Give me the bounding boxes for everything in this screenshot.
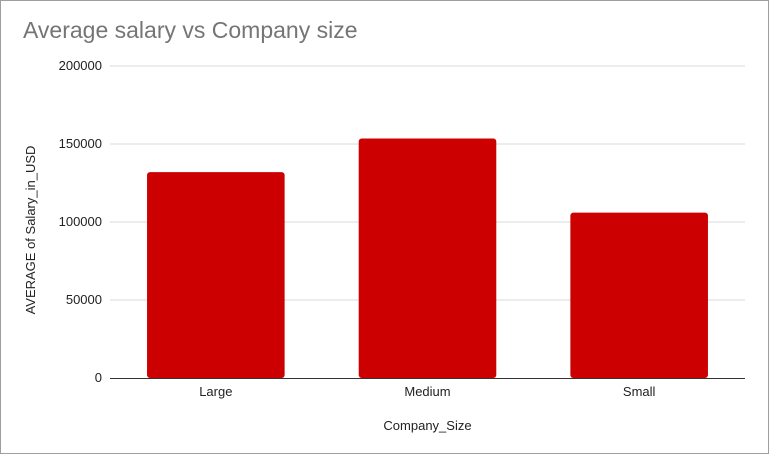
x-tick-labels: Large Medium Small	[199, 384, 655, 399]
y-tick-label: 200000	[59, 58, 102, 73]
bar-small[interactable]	[570, 212, 708, 378]
x-tick-label: Large	[199, 384, 232, 399]
y-tick-label: 150000	[59, 136, 102, 151]
x-tick-label: Medium	[404, 384, 450, 399]
y-tick-label: 50000	[66, 292, 102, 307]
x-axis-title: Company_Size	[383, 418, 471, 433]
chart-title: Average salary vs Company size	[23, 17, 358, 43]
y-tick-labels: 0 50000 100000 150000 200000	[59, 58, 102, 385]
y-axis-title: AVERAGE of Salary_in_USD	[23, 146, 38, 315]
bar-large[interactable]	[147, 172, 285, 378]
y-tick-label: 0	[95, 370, 102, 385]
x-tick-label: Small	[623, 384, 656, 399]
y-tick-label: 100000	[59, 214, 102, 229]
bar-medium[interactable]	[358, 138, 497, 378]
bars	[147, 138, 708, 378]
